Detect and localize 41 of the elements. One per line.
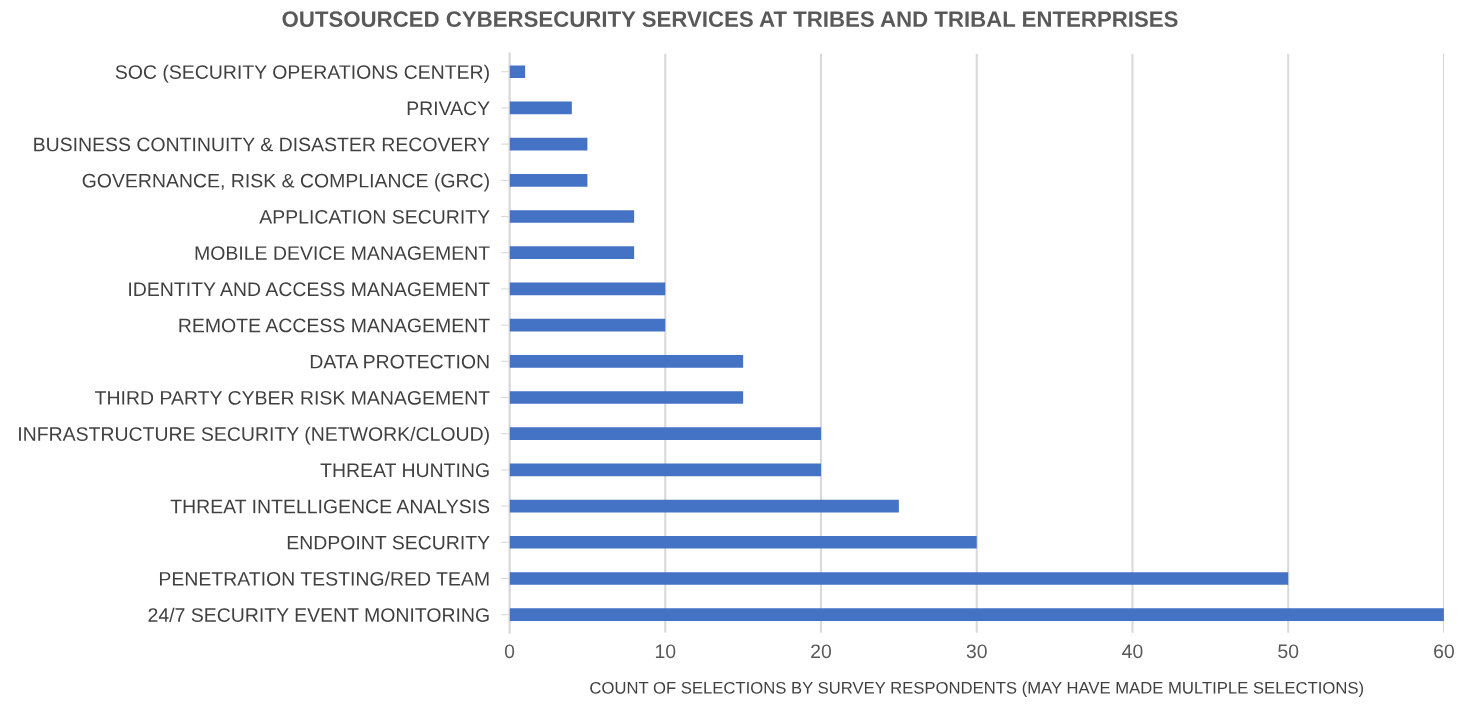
y-tick-label: PENETRATION TESTING/RED TEAM bbox=[159, 571, 489, 586]
y-tick-label: THIRD PARTY CYBER RISK MANAGEMENT bbox=[95, 390, 490, 405]
bar bbox=[509, 391, 744, 404]
bar bbox=[509, 282, 666, 296]
bar bbox=[509, 499, 899, 513]
bar bbox=[509, 101, 572, 115]
y-tick-label: MOBILE DEVICE MANAGEMENT bbox=[195, 246, 490, 260]
x-tick-label: 40 bbox=[1122, 644, 1143, 659]
y-tick-label: GOVERNANCE, RISK & COMPLIANCE (GRC) bbox=[82, 173, 489, 192]
bar bbox=[509, 608, 1444, 622]
y-tick-label: INFRASTRUCTURE SECURITY (NETWORK/CLOUD) bbox=[19, 426, 489, 445]
y-tick-label: BUSINESS CONTINUITY & DISASTER RECOVERY bbox=[34, 137, 490, 152]
y-tick-label: THREAT HUNTING bbox=[320, 463, 489, 478]
x-tick-label: 50 bbox=[1278, 644, 1299, 659]
bar bbox=[509, 318, 666, 332]
y-tick-label: PRIVACY bbox=[407, 101, 490, 116]
bar bbox=[509, 572, 1289, 585]
bar bbox=[509, 354, 744, 368]
x-tick-label: 30 bbox=[966, 644, 987, 659]
bar bbox=[509, 173, 588, 187]
y-tick-label: THREAT INTELLIGENCE ANALYSIS bbox=[170, 499, 490, 514]
y-tick-label: REMOTE ACCESS MANAGEMENT bbox=[179, 318, 490, 333]
x-tick-label: 60 bbox=[1434, 644, 1454, 659]
x-tick-label: 20 bbox=[811, 644, 832, 659]
y-tick-label: APPLICATION SECURITY bbox=[259, 209, 490, 224]
y-tick-label: ENDPOINT SECURITY bbox=[287, 535, 490, 550]
x-tick-label: 0 bbox=[504, 644, 515, 659]
bar bbox=[509, 210, 635, 223]
bar bbox=[509, 65, 526, 79]
bar bbox=[509, 463, 822, 477]
y-tick-label: 24/7 SECURITY EVENT MONITORING bbox=[148, 607, 489, 622]
x-axis-title: COUNT OF SELECTIONS BY SURVEY RESPONDENTS (MAY HAVE MADE MULTIPLE SELECTIONS) bbox=[590, 681, 1364, 697]
bar bbox=[509, 246, 635, 260]
y-tick-label: IDENTITY AND ACCESS MANAGEMENT bbox=[129, 282, 490, 297]
x-tick-label: 10 bbox=[655, 644, 676, 659]
bar bbox=[509, 137, 588, 151]
bar bbox=[509, 535, 977, 549]
y-tick-label: DATA PROTECTION bbox=[310, 354, 489, 369]
y-tick-label: SOC (SECURITY OPERATIONS CENTER) bbox=[115, 64, 489, 83]
chart-title: OUTSOURCED CYBERSECURITY SERVICES AT TRIBES AND TRIBAL ENTERPRISES bbox=[282, 11, 1178, 28]
bar bbox=[509, 427, 822, 441]
